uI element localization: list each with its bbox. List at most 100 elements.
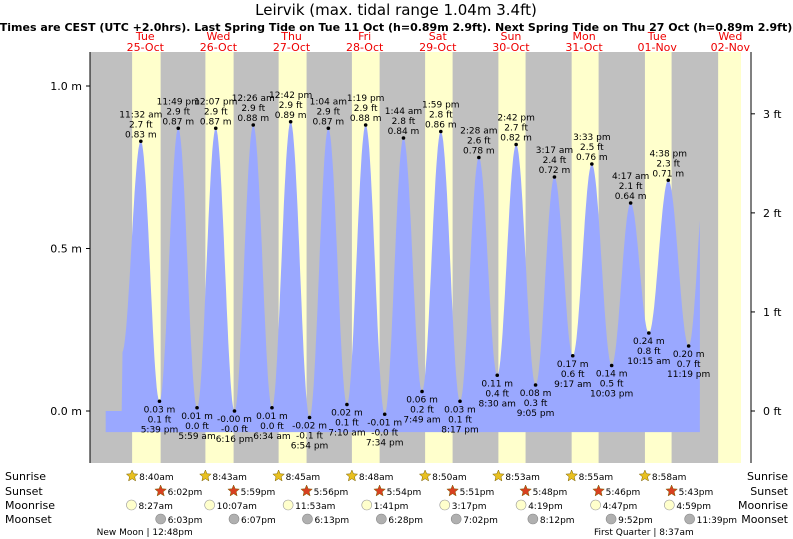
date-label: 02-Nov [711,41,751,54]
sunset-icon [446,484,459,497]
sunset-time: 5:59pm [241,488,276,498]
moonset-icon [605,513,617,525]
sunrise-icon [492,469,505,482]
high-tide-time: 2:28 am [460,127,497,137]
low-tide-time: 11:19 pm [667,370,710,380]
high-tide-m: 0.76 m [576,153,608,163]
moonrise-time: 3:17pm [452,502,487,512]
low-tide-m: 0.11 m [481,379,513,389]
day-label: Mon [572,30,595,43]
day-label: Wed [718,30,742,43]
day-label: Sat [429,30,448,43]
y-tick-label-ft: 0 ft [763,405,782,418]
day-label: Thu [280,30,302,43]
sunrise-icon [418,469,432,482]
high-tide-point [363,123,368,127]
sunset-icon [154,484,167,497]
low-tide-point [345,402,349,407]
low-tide-time: 5:39 pm [141,425,179,435]
high-tide-time: 12:42 pm [269,91,312,101]
moonrise-icon [126,499,137,511]
low-tide-time: 9:05 pm [517,409,555,419]
high-tide-time: 3:33 pm [573,133,611,143]
high-tide-time: 1:59 pm [422,101,460,111]
moonset-row-label: Moonset [741,513,788,526]
moonrise-row-label: Moonrise [5,499,55,512]
low-tide-m: 0.02 m [331,409,363,419]
low-tide-time: 7:49 am [403,416,440,426]
low-tide-ft: -0.1 ft [296,432,323,442]
low-tide-m: 0.14 m [596,370,628,380]
y-tick-label-m: 1.0 m [50,80,82,93]
sunrise-time: 8:48am [359,473,394,483]
low-tide-point [307,415,312,420]
high-tide-point [628,201,633,205]
low-tide-m: 0.01 m [181,412,213,422]
moonrise-time: 1:41pm [374,502,409,512]
low-tide-time: 10:15 am [627,357,670,367]
sunset-time: 5:43pm [679,488,714,498]
low-tide-m: 0.01 m [256,412,288,422]
low-tide-point [647,331,651,335]
high-tide-m: 0.83 m [125,130,157,140]
sunset-icon [300,484,313,497]
moonset-time: 6:13pm [314,516,349,526]
sunrise-icon [199,469,212,482]
y-tick-label-ft: 3 ft [763,108,782,121]
moonrise-time: 10:07am [217,502,257,512]
sunrise-time: 8:43am [212,473,247,483]
high-tide-ft: 2.4 ft [543,156,567,166]
day-label: Sun [500,30,521,43]
y-tick-label-ft: 1 ft [763,306,782,319]
low-tide-time: 7:34 pm [366,438,404,448]
moonrise-time: 8:27am [138,502,173,512]
high-tide-m: 0.88 m [350,114,382,124]
high-tide-point [477,155,481,160]
sunset-icon [665,484,678,497]
low-tide-point [533,383,538,387]
day-label: Fri [358,30,371,43]
moonset-time: 6:28pm [388,516,423,526]
high-tide-time: 1:04 am [310,97,347,107]
low-tide-point [270,405,274,410]
high-tide-time: 11:49 pm [157,97,200,107]
low-tide-ft: -0.0 ft [221,425,248,435]
high-tide-point [176,126,181,131]
sunset-icon [227,484,240,497]
tide-area [105,121,700,433]
high-tide-ft: 2.3 ft [656,159,680,169]
low-tide-m: 0.20 m [673,350,705,360]
moonset-icon [684,513,695,525]
sunrise-row-label: Sunrise [5,470,46,483]
high-tide-time: 1:19 pm [347,94,385,104]
high-tide-m: 0.71 m [652,169,684,179]
low-tide-ft: 0.8 ft [637,347,661,357]
high-tide-point [288,119,293,124]
high-tide-time: 1:44 am [385,107,422,117]
low-tide-m: -0.02 m [292,422,327,432]
chart-subtitle: Times are CEST (UTC +2.0hrs). Last Sprin… [0,21,792,34]
high-tide-ft: 2.7 ft [129,120,153,130]
date-label: 25-Oct [127,41,165,54]
low-tide-m: 0.08 m [520,389,552,399]
moonset-time: 6:03pm [168,516,203,526]
sunrise-time: 8:58am [652,473,687,483]
high-tide-point [139,139,143,144]
date-label: 28-Oct [346,41,384,54]
moonrise-icon [664,499,675,511]
high-tide-ft: 2.9 ft [241,104,265,114]
low-tide-ft: 0.1 ft [448,415,472,425]
moonrise-icon [590,499,601,511]
moonset-time: 6:07pm [241,516,276,526]
sunset-icon [373,484,386,497]
sunrise-time: 8:40am [139,473,174,483]
high-tide-ft: 2.9 ft [316,107,340,117]
low-tide-ft: 0.0 ft [185,422,209,432]
moonset-icon [302,513,313,525]
sunset-time: 5:51pm [460,488,495,498]
low-tide-ft: 0.6 ft [561,370,585,380]
low-tide-ft: 0.7 ft [677,360,701,370]
low-tide-m: -0.00 m [217,415,252,425]
